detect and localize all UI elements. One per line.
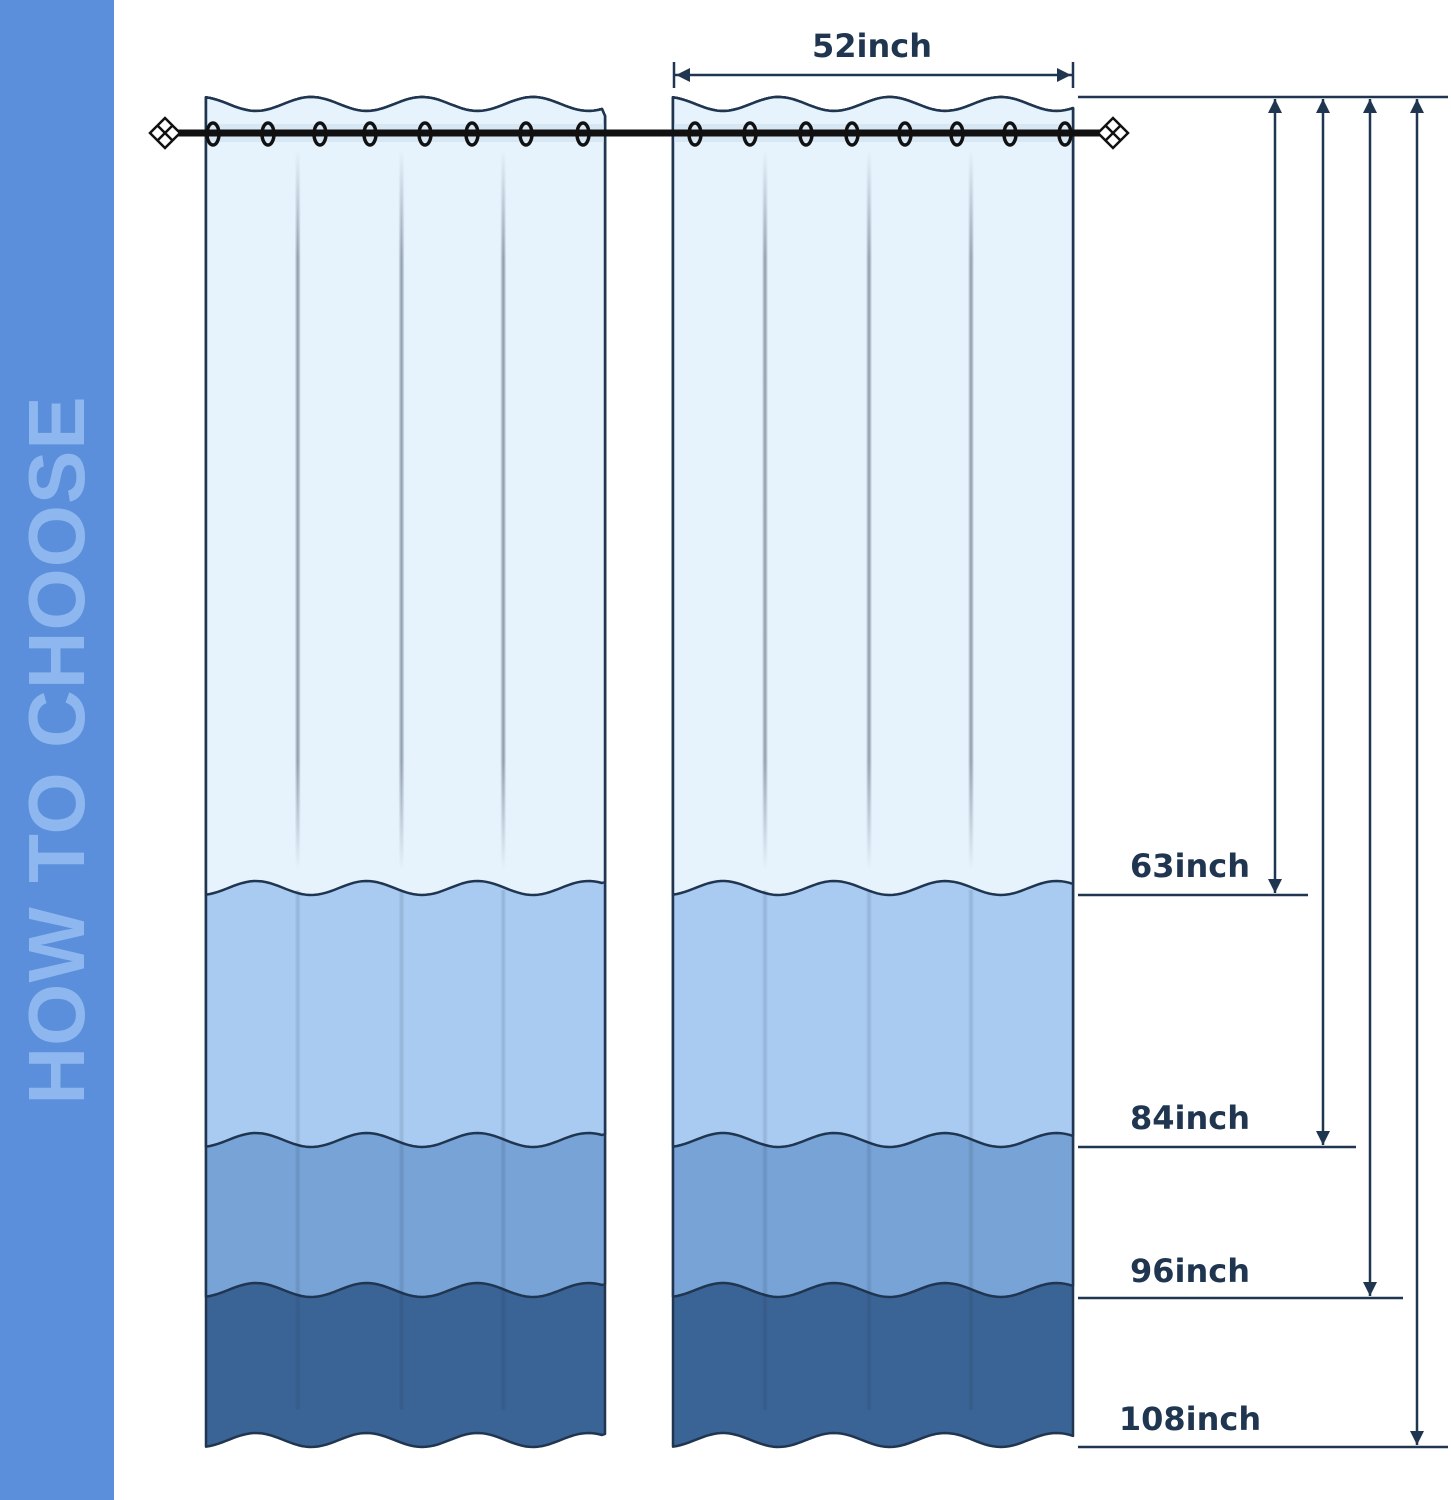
pleat-fold <box>398 890 405 1410</box>
pleat-fold <box>968 890 974 1410</box>
grommet-icon <box>312 121 328 147</box>
pleat-fold <box>762 150 768 870</box>
length-label-108: 108inch <box>1119 1400 1261 1438</box>
pleat-fold <box>398 150 405 870</box>
curtain-panel-left <box>204 95 607 1449</box>
grommet-icon <box>949 121 965 147</box>
grommet-icon <box>897 121 913 147</box>
band-63 <box>204 95 607 897</box>
grommet-icon <box>464 121 480 147</box>
length-label-84: 84inch <box>1130 1099 1250 1137</box>
dimension-arrow-icon <box>1316 1131 1330 1145</box>
dimension-arrow-icon <box>1268 99 1282 113</box>
grommet-icon <box>687 121 703 147</box>
pleat-fold <box>500 890 507 1410</box>
grommet-icon <box>798 121 814 147</box>
finial-icon <box>148 116 182 150</box>
finial-body <box>1096 116 1130 150</box>
grommet-icon <box>417 121 433 147</box>
pleat-fold <box>866 150 872 870</box>
pleat-fold <box>866 890 872 1410</box>
dimension-arrow-icon <box>1316 99 1330 113</box>
dimension-arrow-icon <box>1057 68 1071 82</box>
curtain-panel-right <box>671 95 1075 1449</box>
finial-body <box>148 116 182 150</box>
pleat-fold <box>500 150 507 870</box>
grommet-icon <box>518 121 534 147</box>
dimension-arrow-icon <box>1268 879 1282 893</box>
dimension-arrow-icon <box>1410 99 1424 113</box>
pleat-fold <box>762 890 768 1410</box>
grommet-icon <box>260 121 276 147</box>
sidebar-banner: HOW TO CHOOSE <box>0 0 114 1500</box>
grommet-icon <box>1057 121 1073 147</box>
grommet-icon <box>362 121 378 147</box>
grommet-icon <box>1002 121 1018 147</box>
band-63 <box>671 95 1075 897</box>
dimension-arrow-icon <box>676 68 690 82</box>
grommet-icon <box>844 121 860 147</box>
grommet-icon <box>205 121 221 147</box>
dimension-arrow-icon <box>1363 99 1377 113</box>
finial-icon <box>1096 116 1130 150</box>
length-label-63: 63inch <box>1130 847 1250 885</box>
pleat-fold <box>294 150 301 870</box>
pleat-fold <box>294 890 301 1410</box>
pleat-fold <box>968 150 974 870</box>
width-label: 52inch <box>812 27 932 65</box>
grommet-icon <box>742 121 758 147</box>
dimension-arrow-icon <box>1363 1282 1377 1296</box>
length-label-96: 96inch <box>1130 1252 1250 1290</box>
grommet-icon <box>575 121 591 147</box>
dimension-arrow-icon <box>1410 1431 1424 1445</box>
